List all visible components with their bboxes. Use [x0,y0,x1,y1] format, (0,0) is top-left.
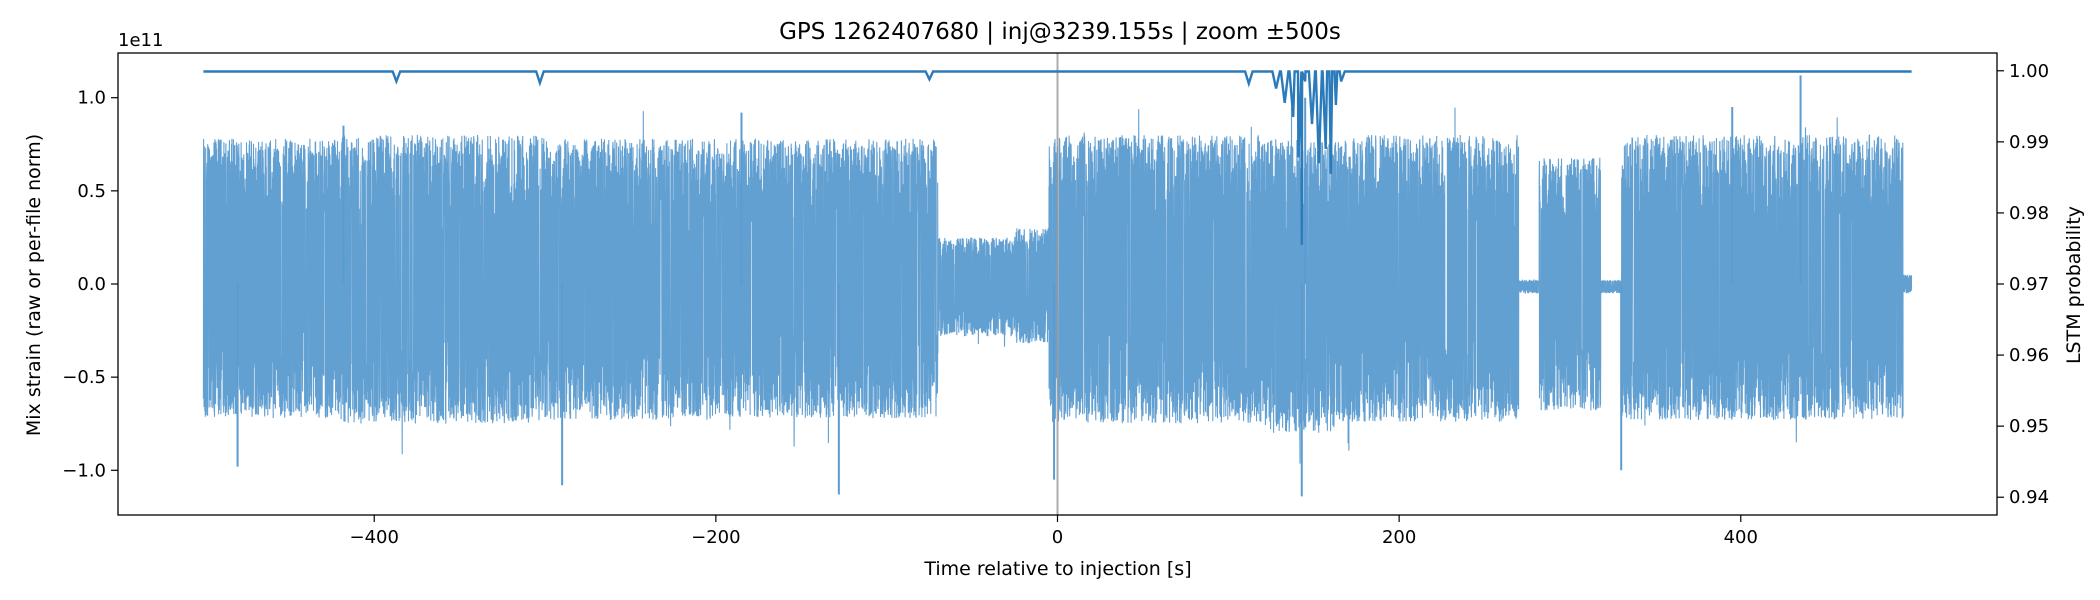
y-right-tick-label-0: 0.94 [2009,487,2049,508]
y-left-tick-label-2: 0.0 [77,274,106,295]
x-tick-label-2: 0 [1052,527,1063,548]
y-right-tick-label-2: 0.96 [2009,345,2049,366]
x-axis-label: Time relative to injection [s] [923,558,1191,580]
lstm-probability-line [203,70,1912,245]
y-left-tick-label-3: 0.5 [77,181,106,202]
y-right-tick-label-1: 0.95 [2009,416,2049,437]
y-left-tick-label-4: 1.0 [77,88,106,109]
y-right-axis-label: LSTM probability [2063,206,2085,364]
axes: −400 −200 0 200 400 −1.0 −0.5 0.0 0.5 1.0 0.94 0.95… [62,52,2049,548]
y-left-offset-text: 1e11 [118,30,163,51]
x-tick-label-1: −200 [691,527,740,548]
y-left-axis-label: Mix strain (raw or per-file norm) [23,134,45,436]
y-right-tick-label-4: 0.98 [2009,203,2049,224]
y-right-tick-label-5: 0.99 [2009,132,2049,153]
x-tick-label-3: 200 [1382,527,1416,548]
y-right-tick-label-3: 0.97 [2009,274,2049,295]
y-left-tick-label-1: −0.5 [62,367,106,388]
x-tick-label-0: −400 [350,527,399,548]
chart-title: GPS 1262407680 | inj@3239.155s | zoom ±5… [779,19,1341,45]
plot-area [202,53,1913,515]
y-left-tick-label-0: −1.0 [62,460,106,481]
y-right-tick-label-6: 1.00 [2009,61,2049,82]
x-tick-label-4: 400 [1724,527,1758,548]
